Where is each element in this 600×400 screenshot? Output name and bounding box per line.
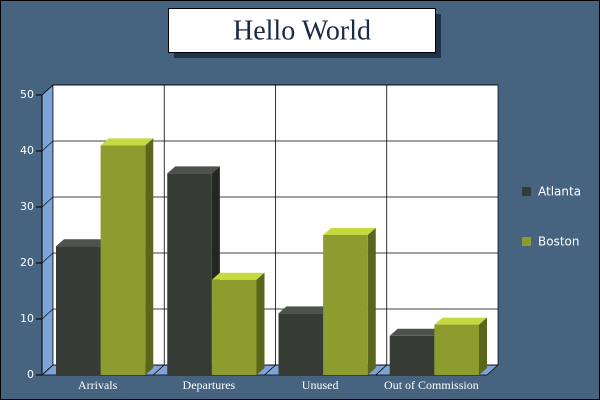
category-divider: [375, 364, 388, 376]
left-wall: [41, 84, 54, 376]
grid-line: [41, 140, 54, 152]
bar: [100, 145, 146, 375]
bar-top: [100, 138, 154, 146]
bar-top: [167, 166, 220, 174]
bar: [389, 335, 435, 375]
bar: [323, 235, 368, 375]
bar-side: [479, 317, 487, 375]
bar-top: [56, 239, 109, 247]
legend-swatch: [522, 187, 531, 196]
grid-line: [41, 308, 54, 320]
bar-top: [389, 328, 443, 336]
bar: [278, 313, 324, 375]
x-tick-label: Unused: [302, 378, 339, 392]
title-box: [168, 8, 436, 53]
y-tick-label: 20: [20, 256, 34, 269]
bar-top: [434, 317, 487, 325]
x-tick-label: Arrivals: [78, 378, 118, 392]
y-tick-label: 0: [27, 368, 34, 381]
y-tick-label: 10: [20, 312, 34, 325]
y-tick-label: 40: [20, 144, 34, 157]
grid-line: [41, 84, 54, 96]
bar-side: [367, 228, 376, 375]
grid-line: [41, 196, 54, 208]
y-tick-label: 50: [20, 88, 34, 101]
bar-top: [211, 272, 265, 280]
x-tick-label: Departures: [183, 378, 236, 392]
legend-label: Boston: [538, 235, 579, 249]
legend-swatch: [522, 237, 531, 246]
bar: [434, 324, 479, 375]
category-divider: [264, 364, 276, 376]
grid-line: [41, 364, 54, 376]
bar-top: [323, 228, 376, 235]
category-divider: [152, 364, 165, 376]
bar-top: [278, 306, 332, 314]
legend-label: Atlanta: [538, 185, 581, 199]
bar: [167, 173, 212, 375]
y-tick-label: 30: [20, 200, 34, 213]
bar: [56, 246, 101, 375]
bar-side: [145, 138, 154, 375]
chart-title: Hello World: [233, 15, 371, 46]
bar: [211, 279, 257, 375]
grid-line: [41, 252, 54, 264]
bar-side: [256, 272, 265, 375]
x-tick-label: Out of Commission: [384, 378, 479, 392]
